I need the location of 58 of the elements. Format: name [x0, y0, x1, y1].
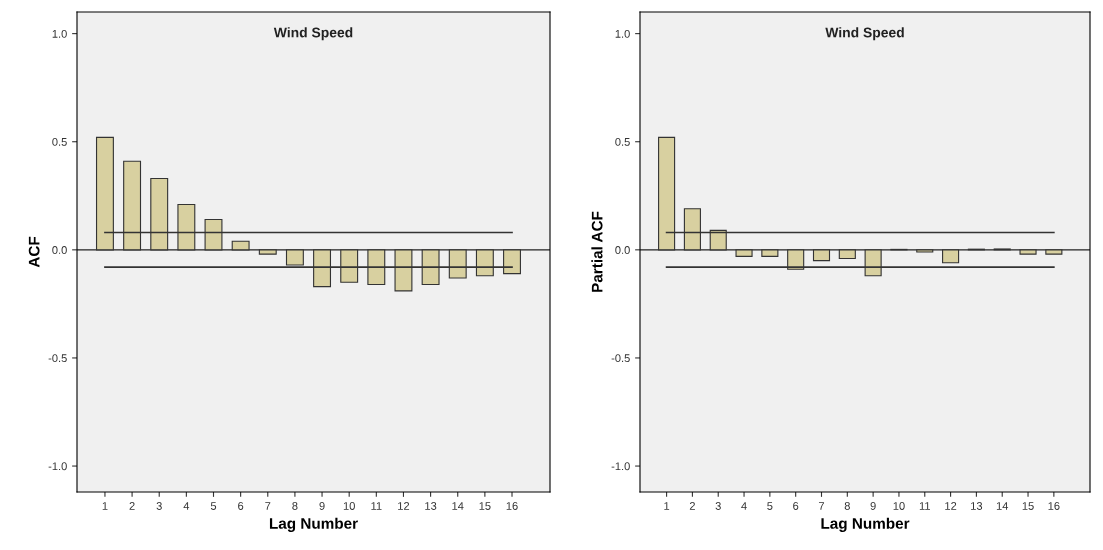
x-tick-label: 7 — [265, 502, 271, 510]
y-tick-label: 0.5 — [52, 138, 67, 146]
x-tick-label: 3 — [156, 502, 162, 510]
x-tick-label: 10 — [343, 502, 355, 510]
x-tick-label: 12 — [945, 502, 957, 510]
x-tick-label: 3 — [715, 502, 721, 510]
y-tick-label: -1.0 — [611, 462, 630, 471]
y-axis-title: ACF — [28, 236, 40, 268]
y-tick-label: 0.5 — [615, 138, 630, 146]
text: Wind Speed — [825, 27, 904, 41]
y-axis-title: Partial ACF — [591, 211, 603, 292]
y-tick-label: -1.0 — [48, 462, 67, 471]
x-tick-label: 2 — [129, 502, 135, 510]
x-axis-title: Lag Number — [821, 517, 910, 532]
bar — [1019, 249, 1037, 255]
x-tick-label: 7 — [818, 502, 825, 510]
x-tick-label: 14 — [996, 502, 1009, 510]
x-tick-label: 13 — [971, 502, 983, 510]
bar — [838, 249, 856, 260]
x-tick-label: 11 — [371, 502, 382, 510]
x-axis-title: Lag Number — [269, 517, 358, 532]
x-tick-label: 16 — [506, 502, 518, 510]
x-tick-label: 5 — [210, 502, 217, 510]
x-tick-label: 11 — [919, 502, 930, 510]
x-tick-label: 5 — [767, 502, 773, 510]
x-tick-label: 9 — [870, 502, 876, 510]
x-tick-label: 4 — [183, 502, 190, 510]
x-tick-label: 15 — [479, 502, 491, 510]
x-tick-label: 1 — [102, 502, 108, 510]
bar — [942, 249, 960, 264]
bar — [231, 240, 250, 251]
x-tick-label: 6 — [793, 502, 799, 510]
bar — [812, 249, 831, 262]
bar — [916, 249, 934, 253]
y-tick-label: 1.0 — [615, 29, 630, 38]
bar — [761, 249, 779, 257]
bar — [1045, 249, 1063, 255]
bar — [258, 249, 277, 255]
y-tick-label: 0.0 — [52, 246, 67, 254]
y-tick-label: -0.5 — [611, 354, 630, 363]
x-tick-label: 4 — [741, 502, 747, 510]
y-tick-label: 1.0 — [52, 29, 67, 38]
x-tick-label: 9 — [319, 502, 325, 510]
x-tick-label: 13 — [425, 502, 437, 510]
x-tick-label: 2 — [689, 502, 695, 510]
x-tick-label: 12 — [398, 502, 410, 510]
x-tick-label: 15 — [1022, 502, 1034, 510]
x-tick-label: 8 — [844, 502, 850, 510]
y-tick-label: 0.0 — [615, 246, 630, 254]
bar — [735, 249, 753, 257]
x-tick-label: 1 — [664, 502, 670, 510]
x-tick-label: 16 — [1048, 502, 1060, 510]
y-tick-label: -0.5 — [48, 354, 67, 363]
x-tick-label: 8 — [292, 502, 298, 510]
x-tick-label: 10 — [893, 502, 905, 510]
text: Wind Speed — [273, 27, 353, 41]
x-tick-label: 14 — [452, 502, 464, 510]
x-tick-label: 6 — [238, 502, 244, 510]
